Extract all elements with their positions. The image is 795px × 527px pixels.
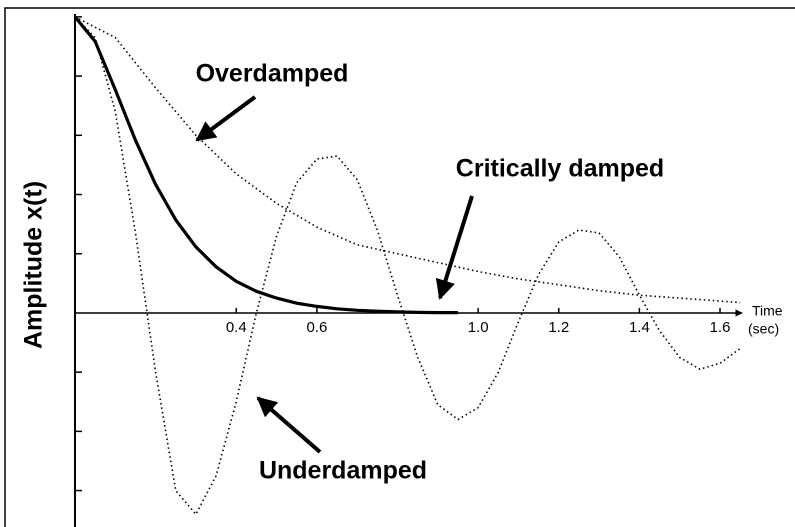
series-label: Underdamped bbox=[259, 457, 427, 485]
series-line bbox=[73, 15, 458, 315]
x-tick-label: 0.6 bbox=[306, 319, 327, 336]
x-axis-label: (sec) bbox=[748, 321, 779, 337]
series-line bbox=[74, 16, 741, 516]
x-tick-label: 1.2 bbox=[548, 319, 569, 336]
series-label: Critically damped bbox=[456, 155, 664, 183]
annotation-arrow bbox=[195, 95, 257, 142]
y-axis-label: Amplitude x(t) bbox=[20, 181, 48, 349]
annotation-arrow bbox=[435, 195, 474, 300]
x-tick-label: 0.4 bbox=[226, 319, 247, 336]
frame bbox=[4, 7, 795, 527]
annotation-arrow bbox=[256, 396, 322, 454]
series-label: Overdamped bbox=[196, 60, 349, 88]
x-tick-label: 1.4 bbox=[629, 319, 650, 336]
x-axis-label: Time bbox=[752, 303, 783, 319]
series-line bbox=[74, 16, 741, 304]
x-tick-label: 1.0 bbox=[468, 319, 489, 336]
x-tick-label: 1.6 bbox=[710, 319, 731, 336]
